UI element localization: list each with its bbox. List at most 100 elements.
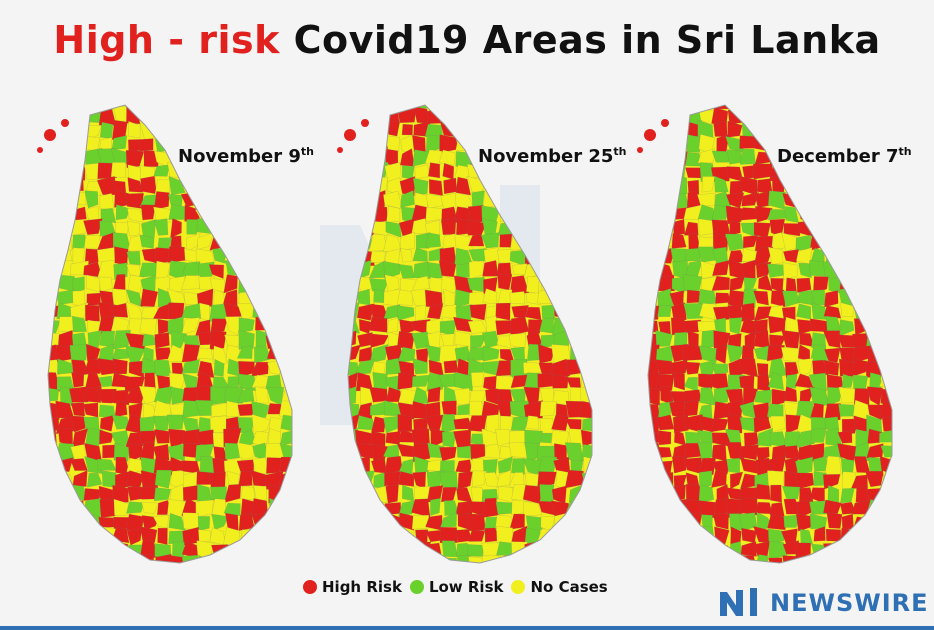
map-date-label: December 7th xyxy=(777,145,912,167)
map-region xyxy=(686,134,700,153)
map-region xyxy=(143,105,159,112)
map-region xyxy=(98,539,117,560)
map-region xyxy=(685,105,701,112)
map-region xyxy=(580,333,592,349)
map-region xyxy=(630,429,646,446)
map-region xyxy=(152,302,173,320)
map-region xyxy=(358,570,372,575)
map-region xyxy=(851,528,869,545)
map-region xyxy=(237,165,258,180)
map-region xyxy=(755,261,772,279)
map-region xyxy=(537,554,555,563)
map-region xyxy=(552,249,569,266)
map-region xyxy=(648,487,660,504)
map-region xyxy=(197,417,212,433)
map-region xyxy=(537,373,554,388)
map-region xyxy=(895,461,900,472)
map-region xyxy=(785,121,801,140)
map-region xyxy=(269,206,286,225)
map-region xyxy=(551,525,570,541)
map-region xyxy=(330,207,346,220)
map-region xyxy=(48,488,60,503)
map-region xyxy=(568,105,584,112)
map-region xyxy=(566,220,584,239)
map-region xyxy=(784,165,802,181)
map-region xyxy=(827,180,841,194)
map-region xyxy=(225,569,242,575)
map-region xyxy=(655,484,675,503)
map-region xyxy=(596,557,600,573)
map-region xyxy=(140,204,156,221)
map-region xyxy=(139,572,158,575)
map-region xyxy=(596,219,600,238)
map-region xyxy=(554,569,568,575)
map-region xyxy=(580,278,592,294)
map-region xyxy=(824,416,840,431)
map-region xyxy=(293,260,300,276)
map-region xyxy=(840,488,855,504)
map-region xyxy=(30,526,44,540)
map-region xyxy=(593,568,600,575)
map-region xyxy=(813,526,826,542)
map-region xyxy=(424,401,441,418)
map-region xyxy=(48,204,58,223)
map-region xyxy=(57,512,76,529)
map-region xyxy=(84,371,102,392)
map-region xyxy=(211,513,229,531)
map-region xyxy=(672,514,688,532)
map-region xyxy=(73,512,89,531)
map-region xyxy=(125,150,145,168)
map-region xyxy=(238,471,253,487)
map-region xyxy=(897,404,900,418)
map-region xyxy=(71,150,86,166)
map-region xyxy=(579,343,592,364)
map-region xyxy=(241,571,253,575)
map-region xyxy=(48,473,59,486)
map-region xyxy=(468,556,488,563)
map-region xyxy=(671,276,687,294)
map-region xyxy=(154,359,172,377)
map-region xyxy=(209,208,227,219)
map-region xyxy=(551,374,569,389)
map-region xyxy=(30,336,43,349)
map-region xyxy=(728,555,744,563)
map-region xyxy=(866,526,885,545)
map-region xyxy=(880,302,892,322)
map-region xyxy=(768,528,785,546)
map-region xyxy=(582,178,592,196)
map-november-25 xyxy=(330,104,600,575)
map-region xyxy=(596,400,600,418)
map-region xyxy=(209,330,227,350)
map-region xyxy=(826,386,843,406)
map-region xyxy=(579,247,592,262)
map-region xyxy=(355,542,373,556)
map-region xyxy=(385,557,401,563)
map-region xyxy=(541,304,557,320)
map-region xyxy=(356,177,373,196)
map-region xyxy=(630,219,644,238)
map-region xyxy=(456,445,473,459)
map-region xyxy=(126,557,144,563)
map-region xyxy=(879,248,892,266)
map-region xyxy=(255,385,269,404)
map-region xyxy=(157,527,168,545)
map-region xyxy=(630,162,644,181)
map-region xyxy=(566,262,584,277)
map-region xyxy=(182,107,197,126)
map-region xyxy=(251,221,269,237)
map-region xyxy=(196,218,215,235)
map-region xyxy=(840,527,856,544)
newswire-wordmark: NEWSWIRE xyxy=(770,589,929,617)
map-region xyxy=(552,105,568,126)
map-region xyxy=(648,460,661,474)
map-region xyxy=(386,571,401,575)
map-region xyxy=(683,319,702,333)
map-region xyxy=(565,554,584,563)
map-region xyxy=(238,248,256,265)
map-region xyxy=(824,554,843,563)
map-region xyxy=(411,428,430,448)
map-region xyxy=(741,119,759,137)
map-region xyxy=(69,540,90,561)
map-region xyxy=(729,275,746,292)
